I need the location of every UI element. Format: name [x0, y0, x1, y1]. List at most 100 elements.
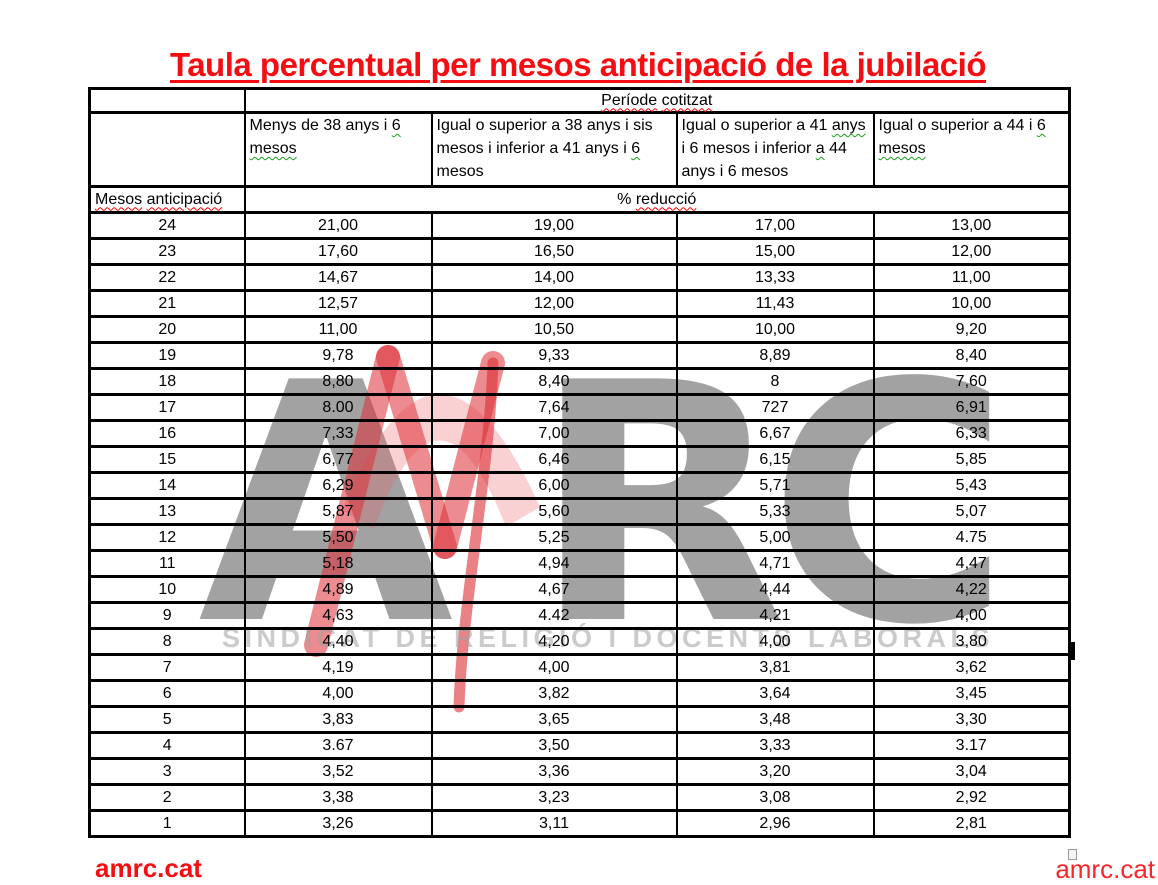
label-part: Mesos	[95, 190, 143, 208]
footer-site-right: amrc.cat	[1055, 854, 1155, 884]
value-cell: 727	[675, 393, 875, 422]
value-cell: 5,60	[430, 497, 678, 526]
label-part: anys	[831, 117, 866, 134]
value-cell: 3,48	[675, 705, 875, 734]
months-cell: 16	[88, 419, 246, 448]
table-row: 14 6,29 6,00 5,71 5,43	[88, 471, 1071, 500]
value-cell: 11,00	[243, 315, 433, 344]
months-cell: 23	[88, 237, 246, 266]
value-cell: 4.42	[430, 601, 678, 630]
value-cell: 21,00	[243, 211, 433, 240]
value-cell: 3,62	[872, 653, 1071, 682]
value-cell: 3.67	[243, 731, 433, 760]
label-part: anticipació	[146, 190, 223, 208]
value-cell: 9,33	[430, 341, 678, 370]
labels-row: Mesos anticipació % reducció	[88, 185, 1071, 214]
value-cell: 11,43	[675, 289, 875, 318]
value-cell: 8,80	[243, 367, 433, 396]
value-cell: 4,71	[675, 549, 875, 578]
value-cell: 10,00	[872, 289, 1071, 318]
table-row: 21 12,57 12,00 11,43 10,00	[88, 289, 1071, 318]
value-cell: 19,00	[430, 211, 678, 240]
table-row: 18 8,80 8,40 8 7,60	[88, 367, 1071, 396]
table-row: 2 3,38 3,23 3,08 2,92	[88, 783, 1071, 812]
value-cell: 3.17	[872, 731, 1071, 760]
label-part: i 6 mesos i inferior	[681, 140, 816, 157]
label-part: 6	[631, 140, 641, 157]
value-cell: 3,26	[243, 809, 433, 838]
label-part: a	[815, 140, 825, 157]
table-row: 5 3,83 3,65 3,48 3,30	[88, 705, 1071, 734]
label-part: %	[617, 190, 636, 208]
value-cell: 6,15	[675, 445, 875, 474]
value-cell: 3,80	[872, 627, 1071, 656]
value-cell: 3,30	[872, 705, 1071, 734]
value-cell: 3,38	[243, 783, 433, 812]
value-cell: 3,82	[430, 679, 678, 708]
table-row: 12 5,50 5,25 5,00 4.75	[88, 523, 1071, 552]
column-headers-row: Menys de 38 anys i 6 mesos Igual o superi…	[88, 111, 1071, 188]
value-cell: 4,40	[243, 627, 433, 656]
months-label-cell: Mesos anticipació	[88, 185, 246, 214]
months-cell: 21	[88, 289, 246, 318]
footer-site-left: amrc.cat	[95, 853, 202, 883]
value-cell: 6,29	[243, 471, 433, 500]
reduction-label-cell: % reducció	[243, 185, 1071, 214]
value-cell: 5,18	[243, 549, 433, 578]
label-part: 6	[391, 117, 401, 134]
value-cell: 5,43	[872, 471, 1071, 500]
table-row: 19 9,78 9,33 8,89 8,40	[88, 341, 1071, 370]
value-cell: 3,04	[872, 757, 1071, 786]
value-cell: 10,50	[430, 315, 678, 344]
value-cell: 2,96	[675, 809, 875, 838]
value-cell: 5,87	[243, 497, 433, 526]
value-cell: 7,00	[430, 419, 678, 448]
value-cell: 3,11	[430, 809, 678, 838]
value-cell: 6,33	[872, 419, 1071, 448]
value-cell: 3,64	[675, 679, 875, 708]
value-cell: 4,21	[675, 601, 875, 630]
label-part: mesos	[878, 140, 926, 157]
value-cell: 8,40	[430, 367, 678, 396]
label-part: Igual o superior a 41	[681, 117, 832, 134]
value-cell: 5,71	[675, 471, 875, 500]
value-cell: 12,57	[243, 289, 433, 318]
months-cell: 1	[88, 809, 246, 838]
value-cell: 7,33	[243, 419, 433, 448]
value-cell: 4,00	[872, 601, 1071, 630]
value-cell: 10,00	[675, 315, 875, 344]
value-cell: 3,83	[243, 705, 433, 734]
value-cell: 3,36	[430, 757, 678, 786]
value-cell: 12,00	[872, 237, 1071, 266]
col-header-4: Igual o superior a 44 i 6 mesos	[872, 111, 1071, 188]
label-part: 44 anys i 6 mesos	[681, 140, 847, 180]
reduction-table: Període cotitzat Menys de 38 anys i 6 me…	[88, 87, 1071, 838]
col-header-1: Menys de 38 anys i 6 mesos	[243, 111, 433, 188]
value-cell: 7,60	[872, 367, 1071, 396]
value-cell: 3,65	[430, 705, 678, 734]
value-cell: 6,46	[430, 445, 678, 474]
value-cell: 2,81	[872, 809, 1071, 838]
table-row: 11 5,18 4,94 4,71 4,47	[88, 549, 1071, 578]
value-cell: 4,63	[243, 601, 433, 630]
value-cell: 9,78	[243, 341, 433, 370]
value-cell: 5,85	[872, 445, 1071, 474]
months-cell: 18	[88, 367, 246, 396]
value-cell: 3,81	[675, 653, 875, 682]
missing-glyph-box-icon	[1068, 849, 1077, 860]
table-row: 4 3.67 3,50 3,33 3.17	[88, 731, 1071, 760]
table-row: 13 5,87 5,60 5,33 5,07	[88, 497, 1071, 526]
period-header-cell: Període cotitzat	[243, 87, 1071, 114]
table-row: 7 4,19 4,00 3,81 3,62	[88, 653, 1071, 682]
months-cell: 22	[88, 263, 246, 292]
value-cell: 4,00	[430, 653, 678, 682]
value-cell: 3,50	[430, 731, 678, 760]
value-cell: 8,40	[872, 341, 1071, 370]
label-part: Igual o superior a 38 anys i sis mesos i…	[436, 117, 653, 157]
value-cell: 5,25	[430, 523, 678, 552]
value-cell: 6,77	[243, 445, 433, 474]
months-cell: 19	[88, 341, 246, 370]
value-cell: 3,33	[675, 731, 875, 760]
value-cell: 13,00	[872, 211, 1071, 240]
value-cell: 3,20	[675, 757, 875, 786]
